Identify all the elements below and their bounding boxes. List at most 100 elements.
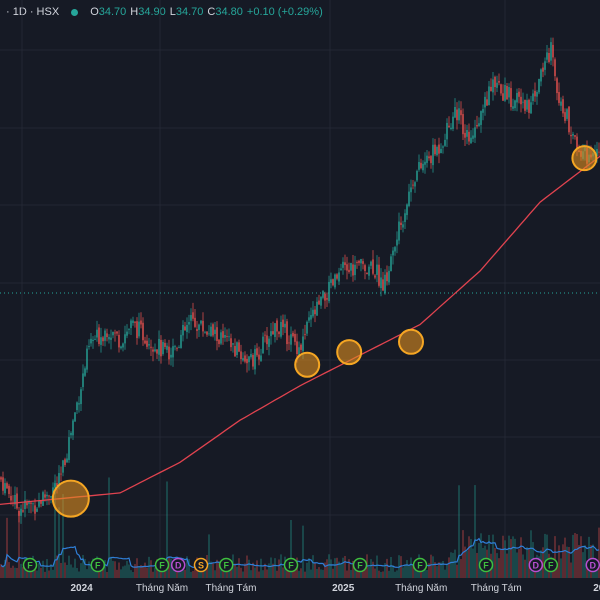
volume-bar <box>182 569 184 578</box>
volume-bar <box>428 563 430 578</box>
volume-bar <box>190 571 192 578</box>
symbol-label[interactable]: · 1D · HSX <box>6 6 60 18</box>
volume-bar <box>36 570 38 578</box>
volume-bar <box>148 556 150 578</box>
candle-body <box>84 368 86 376</box>
event-marker-icon <box>170 557 186 573</box>
volume-bar <box>332 568 334 578</box>
candle-body <box>82 373 84 388</box>
candle-body <box>94 338 96 340</box>
volume-bar <box>242 571 244 578</box>
candle-body <box>384 274 386 294</box>
volume-bar <box>340 563 342 578</box>
candle-body <box>252 354 254 367</box>
volume-bar <box>80 563 82 578</box>
volume-bar <box>358 570 360 578</box>
candle-body <box>424 161 426 165</box>
volume-bars <box>0 477 600 578</box>
highlight-circle <box>571 145 598 172</box>
candle-body <box>456 109 458 121</box>
candle-body <box>16 493 18 509</box>
candle-body <box>92 339 94 342</box>
candle-body <box>48 495 50 497</box>
candle-body <box>244 355 246 362</box>
volume-bar <box>510 539 512 578</box>
volume-bar <box>374 568 376 578</box>
volume-bar <box>494 547 496 578</box>
candle-body <box>506 85 508 100</box>
volume-bar <box>492 534 494 578</box>
candle-body <box>116 331 118 334</box>
volume-bar <box>384 563 386 578</box>
volume-bar <box>152 571 154 578</box>
volume-bar <box>258 571 260 578</box>
volume-bar <box>82 554 84 578</box>
candle-body <box>248 356 250 363</box>
volume-bar <box>420 567 422 578</box>
volume-bar <box>90 565 92 578</box>
candle-body <box>494 76 496 88</box>
candle-body <box>400 222 402 226</box>
volume-bar <box>346 570 348 578</box>
volume-bar <box>12 565 14 578</box>
time-axis-label: 2025 <box>332 583 355 594</box>
volume-bar <box>72 567 74 578</box>
volume-bar <box>408 565 410 578</box>
candle-body <box>22 510 24 512</box>
volume-bar <box>8 562 10 578</box>
candle-body <box>300 344 302 350</box>
candle-body <box>392 250 394 256</box>
time-axis-label: Tháng Năm <box>136 583 188 594</box>
candle-body <box>232 343 234 345</box>
volume-bar <box>270 557 272 578</box>
volume-bar <box>132 571 134 578</box>
candle-body <box>200 320 202 324</box>
volume-bar <box>324 562 326 578</box>
volume-bar <box>150 560 152 578</box>
volume-bar <box>598 527 600 578</box>
volume-bar <box>406 560 408 578</box>
candle-body <box>366 272 368 275</box>
candle-body <box>282 319 284 328</box>
candle-body <box>132 320 134 323</box>
volume-bar <box>168 557 170 578</box>
chart-legend: · 1D · HSX O 34.70 H 34.90 L 34.70 C 34.80 +… <box>6 6 323 18</box>
volume-bar <box>336 557 338 578</box>
candle-body <box>302 336 304 352</box>
volume-bar <box>286 570 288 578</box>
candle-body <box>298 347 300 356</box>
volume-bar <box>572 534 574 578</box>
candle-body <box>240 351 242 360</box>
volume-bar <box>586 560 588 578</box>
candle-body <box>76 402 78 411</box>
event-marker-icon <box>412 557 428 573</box>
candle-body <box>518 91 520 97</box>
candle-body <box>526 100 528 110</box>
candle-body <box>524 99 526 111</box>
candle-body <box>274 323 276 337</box>
volume-bar <box>78 571 80 578</box>
candle-body <box>8 485 10 494</box>
candle-body <box>166 345 168 350</box>
candle-body <box>388 270 390 283</box>
volume-bar <box>430 554 432 578</box>
candle-body <box>332 279 334 286</box>
candle-body <box>528 99 530 113</box>
volume-bar <box>562 544 564 578</box>
volume-bar <box>320 569 322 578</box>
candle-body <box>290 334 292 345</box>
candle-body <box>570 134 572 137</box>
volume-bar <box>306 562 308 578</box>
candle-body <box>172 346 174 358</box>
candle-body <box>2 477 4 491</box>
volume-bar <box>452 552 454 578</box>
candle-body <box>364 265 366 272</box>
volume-bar <box>382 571 384 578</box>
event-marker-label: F <box>357 561 363 571</box>
volume-bar <box>140 565 142 578</box>
candle-body <box>160 339 162 357</box>
volume-bar <box>352 560 354 578</box>
candle-body <box>504 85 506 101</box>
volume-bar <box>500 548 502 578</box>
